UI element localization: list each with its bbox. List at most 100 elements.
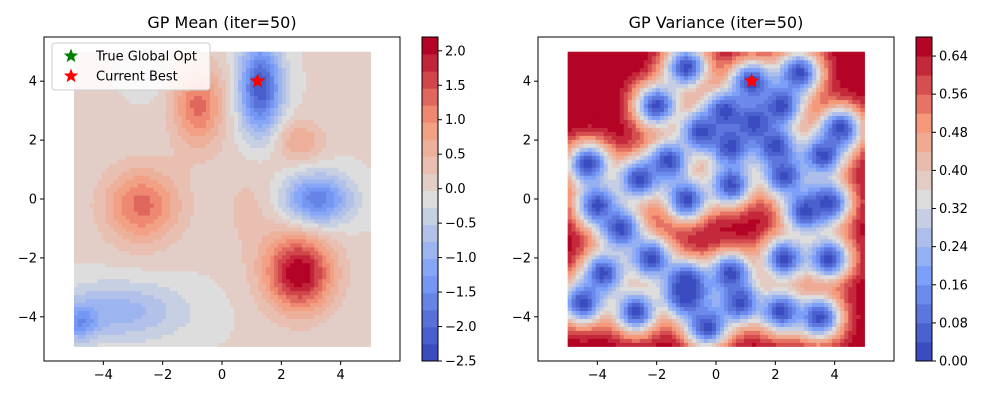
mean-cell bbox=[201, 123, 207, 128]
mean-cell bbox=[286, 222, 291, 228]
mean-cell bbox=[189, 230, 195, 236]
mean-cell bbox=[294, 187, 299, 192]
mean-cell bbox=[302, 191, 307, 196]
mean-cell bbox=[205, 290, 211, 296]
mean-cell bbox=[85, 143, 91, 148]
mean-cell bbox=[81, 290, 87, 296]
mean-cell bbox=[109, 338, 115, 343]
mean-cell bbox=[217, 266, 223, 272]
mean-cell bbox=[97, 107, 103, 113]
mean-cell bbox=[318, 298, 323, 304]
mean-cell bbox=[85, 226, 91, 232]
mean-cell bbox=[310, 282, 315, 288]
mean-cell bbox=[213, 246, 219, 252]
mean-cell bbox=[173, 111, 179, 117]
mean-cell bbox=[189, 163, 195, 168]
mean-cell bbox=[246, 99, 251, 105]
mean-cell bbox=[74, 159, 79, 164]
mean-cell bbox=[81, 135, 87, 140]
mean-cell bbox=[250, 210, 255, 216]
mean-cell bbox=[338, 278, 343, 284]
mean-cell bbox=[298, 99, 303, 105]
mean-cell bbox=[217, 310, 223, 316]
mean-cell bbox=[270, 214, 275, 220]
mean-cell bbox=[298, 95, 303, 101]
mean-cell bbox=[222, 270, 227, 276]
mean-cell bbox=[169, 254, 175, 260]
mean-cell bbox=[254, 322, 259, 327]
mean-cell bbox=[93, 127, 99, 132]
mean-cell bbox=[125, 222, 131, 228]
mean-cell bbox=[181, 202, 187, 208]
mean-cell bbox=[294, 274, 299, 280]
mean-cell bbox=[238, 191, 243, 196]
mean-cell bbox=[157, 234, 163, 240]
mean-cell bbox=[121, 210, 127, 216]
mean-cell bbox=[165, 338, 171, 343]
mean-cell bbox=[189, 338, 195, 343]
mean-cell bbox=[149, 103, 155, 109]
mean-cell bbox=[177, 159, 183, 164]
mean-cell bbox=[169, 226, 175, 232]
mean-cell bbox=[318, 99, 323, 105]
mean-cell bbox=[149, 222, 155, 228]
mean-cell bbox=[322, 83, 327, 89]
mean-cell bbox=[141, 290, 147, 296]
mean-cell bbox=[213, 306, 219, 312]
mean-cell bbox=[121, 298, 127, 304]
mean-cell bbox=[161, 151, 167, 156]
mean-cell bbox=[318, 95, 323, 101]
mean-cell bbox=[266, 159, 271, 164]
mean-cell bbox=[278, 135, 283, 140]
mean-cell bbox=[270, 51, 275, 57]
mean-cell bbox=[201, 282, 207, 288]
mean-cell bbox=[278, 330, 283, 335]
mean-cell bbox=[137, 306, 143, 312]
mean-cell bbox=[74, 127, 79, 132]
mean-cell bbox=[193, 163, 199, 168]
mean-cell bbox=[181, 107, 187, 113]
mean-cell bbox=[334, 167, 339, 172]
mean-cell bbox=[274, 302, 279, 308]
mean-cell bbox=[302, 79, 307, 85]
mean-cell bbox=[330, 306, 335, 312]
mean-cell bbox=[169, 306, 175, 312]
mean-cell bbox=[189, 183, 195, 188]
mean-cell bbox=[193, 322, 199, 327]
mean-cell bbox=[97, 274, 103, 280]
mean-cell bbox=[298, 179, 303, 184]
mean-cell bbox=[137, 103, 143, 109]
mean-cell bbox=[89, 326, 95, 331]
mean-cell bbox=[213, 151, 219, 156]
mean-cell bbox=[185, 326, 191, 331]
mean-cell bbox=[250, 107, 255, 113]
mean-cell bbox=[113, 131, 119, 136]
mean-cell bbox=[226, 318, 231, 323]
mean-cell bbox=[230, 226, 235, 232]
mean-cell bbox=[181, 95, 187, 101]
mean-cell bbox=[189, 298, 195, 304]
mean-cell bbox=[318, 242, 323, 248]
mean-cell bbox=[153, 238, 159, 244]
mean-cell bbox=[262, 163, 267, 168]
mean-cell bbox=[298, 51, 303, 57]
mean-cell bbox=[282, 167, 287, 172]
mean-cell bbox=[222, 322, 227, 327]
mean-cell bbox=[141, 139, 147, 144]
mean-cell bbox=[310, 163, 315, 168]
mean-cell bbox=[193, 338, 199, 343]
mean-cell bbox=[342, 342, 347, 347]
mean-cell bbox=[254, 199, 259, 204]
mean-cell bbox=[157, 306, 163, 312]
mean-cell bbox=[185, 139, 191, 144]
mean-cell bbox=[101, 191, 107, 196]
mean-cell bbox=[109, 199, 115, 204]
mean-cell bbox=[117, 167, 123, 172]
mean-cell bbox=[213, 195, 219, 200]
mean-cell bbox=[330, 282, 335, 288]
mean-cell bbox=[161, 183, 167, 188]
mean-cell bbox=[282, 179, 287, 184]
mean-cell bbox=[270, 210, 275, 216]
mean-cell bbox=[274, 306, 279, 312]
mean-cell bbox=[270, 254, 275, 260]
